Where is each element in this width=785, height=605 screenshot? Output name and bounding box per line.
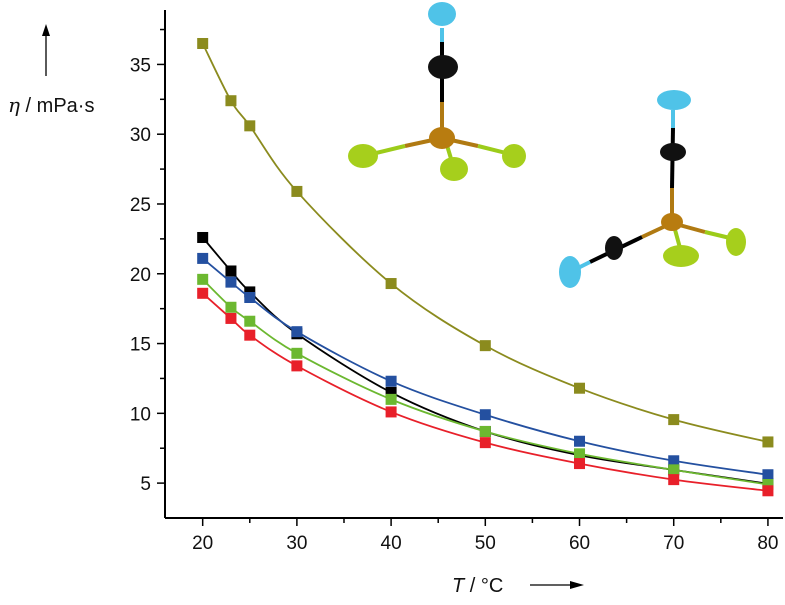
data-point (225, 95, 237, 107)
svg-text:T / °C: T / °C (452, 575, 503, 597)
series-group (197, 37, 774, 497)
data-point (291, 185, 303, 197)
data-point (385, 393, 397, 405)
data-point (225, 301, 237, 313)
data-point (197, 252, 209, 264)
x-tick-label: 20 (192, 533, 213, 554)
data-point (479, 437, 491, 449)
data-point (385, 278, 397, 290)
data-point (244, 286, 256, 298)
data-point (479, 425, 491, 437)
y-tick-label: 5 (140, 474, 151, 495)
data-point (244, 291, 256, 303)
data-point (668, 455, 680, 467)
data-point (574, 448, 586, 460)
x-tick-label: 60 (569, 533, 590, 554)
data-point (479, 340, 491, 352)
data-point (291, 326, 303, 338)
x-arrowhead-icon (570, 581, 584, 589)
series-blue (197, 252, 774, 481)
series-line-green (202, 278, 769, 486)
data-point (385, 406, 397, 418)
data-point (225, 265, 237, 277)
data-point (197, 37, 209, 49)
data-point (385, 375, 397, 387)
data-point (762, 485, 774, 497)
y-tick-label: 10 (130, 404, 151, 425)
y-arrowhead-icon (42, 24, 50, 36)
axes: 20 30 40 50 60 70 80 5 10 15 20 25 30 35 (130, 10, 783, 554)
data-point (197, 287, 209, 299)
series-line-red (202, 292, 769, 492)
data-point (762, 436, 774, 448)
data-point (479, 409, 491, 421)
x-axis-label: T / °C (452, 575, 584, 597)
y-tick-label: 35 (130, 55, 151, 76)
molecule-structure-1 (348, 2, 526, 181)
data-point (197, 273, 209, 285)
series-red (197, 287, 774, 497)
y-label-symbol: η (8, 93, 20, 117)
x-tick-label: 70 (663, 533, 684, 554)
x-tick-label: 50 (475, 533, 496, 554)
data-point (225, 312, 237, 324)
data-point (668, 464, 680, 476)
x-label-symbol: T (452, 575, 466, 597)
data-point (668, 474, 680, 486)
data-point (225, 276, 237, 288)
molecule-structure-2 (559, 90, 746, 288)
data-point (244, 120, 256, 132)
data-point (762, 469, 774, 481)
y-tick-label: 20 (130, 265, 151, 286)
y-tick-label: 25 (130, 195, 151, 216)
svg-text:η / mPa·s: η / mPa·s (8, 93, 94, 117)
data-point (291, 347, 303, 359)
series-line-olive (201, 43, 769, 443)
data-point (385, 386, 397, 398)
x-tick-label: 40 (381, 533, 402, 554)
data-point (291, 360, 303, 372)
series-green (197, 273, 774, 491)
data-point (668, 414, 680, 426)
data-point (574, 435, 586, 447)
y-tick-label: 30 (130, 125, 151, 146)
x-tick-label: 80 (757, 533, 778, 554)
y-tick-label: 15 (130, 335, 151, 356)
data-point (574, 458, 586, 470)
x-label-unit: / °C (464, 575, 503, 597)
data-point (244, 329, 256, 341)
series-black (197, 231, 774, 490)
data-point (574, 382, 586, 394)
data-point (197, 231, 209, 243)
data-point (244, 315, 256, 327)
series-line-blue (202, 257, 769, 476)
data-point (762, 479, 774, 491)
y-label-unit: / mPa·s (20, 95, 94, 117)
x-tick-label: 30 (286, 533, 307, 554)
series-olive (197, 37, 774, 448)
y-axis-label: η / mPa·s (8, 24, 94, 117)
